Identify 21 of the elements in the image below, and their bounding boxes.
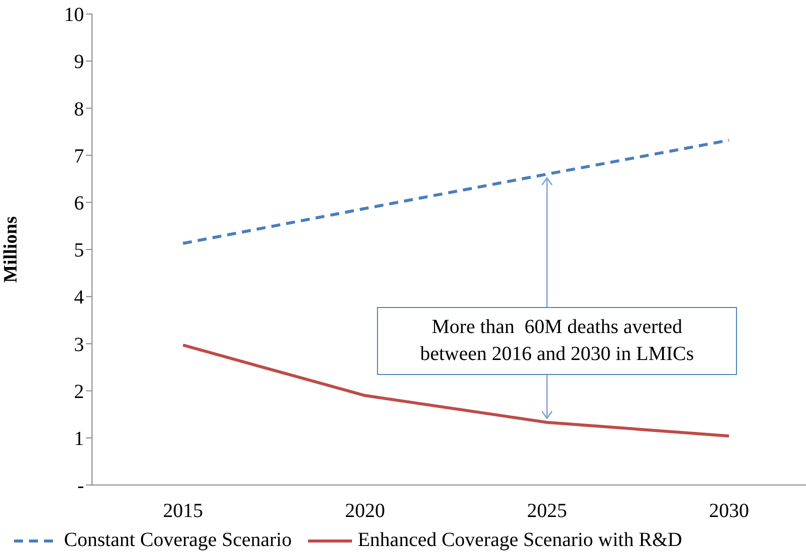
y-tick-label: - [77,475,84,498]
annotation-box: More than 60M deaths averted between 2016 and 2030 in LMICs [377,307,737,375]
y-tick-label: 7 [74,145,84,168]
legend-label: Enhanced Coverage Scenario with R&D [358,529,682,552]
x-tick-label: 2025 [527,500,567,522]
y-tick-label: 6 [74,192,84,214]
y-tick-label: 4 [74,286,84,309]
y-axis-title: Millions [0,216,22,283]
y-tick-label: 8 [74,98,84,120]
y-tick-label: 5 [74,240,84,262]
y-tick-label: 3 [74,334,84,356]
y-tick-label: 9 [74,51,84,74]
legend-label: Constant Coverage Scenario [64,529,292,552]
line-series [182,138,730,245]
line-series [182,344,730,438]
y-tick-label: 10 [64,4,84,26]
x-tick-label: 2030 [709,500,749,522]
y-tick-label: 1 [74,428,84,450]
x-tick-label: 2015 [163,500,203,522]
y-tick-label: 2 [74,380,84,403]
x-tick-label: 2020 [345,500,385,522]
